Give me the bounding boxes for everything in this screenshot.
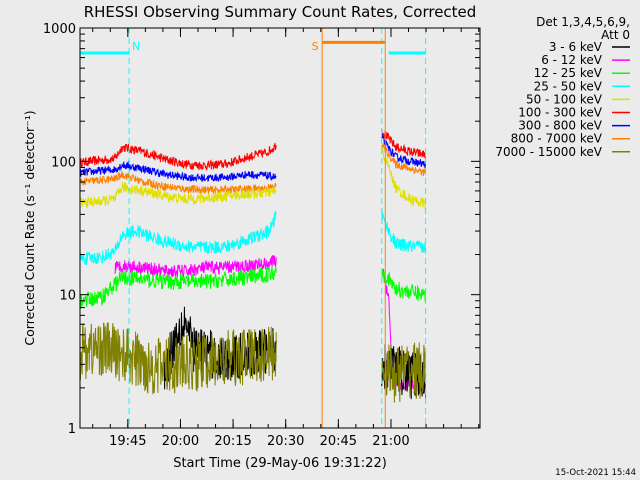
series-100-300-kev	[80, 129, 427, 171]
series-50-100-kev	[80, 146, 426, 210]
legend-label: 3 - 6 keV	[549, 40, 603, 54]
series-12-25-kev	[80, 266, 427, 309]
series-line-segment	[381, 342, 427, 403]
series-line-segment	[381, 269, 427, 302]
legend-header-line-1: Det 1,3,4,5,6,9,	[536, 15, 630, 29]
plot-frame	[79, 27, 481, 429]
chart-title: RHESSI Observing Summary Count Rates, Co…	[84, 3, 477, 21]
series-7000-15000-kev	[80, 322, 427, 403]
series-line-segment	[163, 306, 277, 390]
series-line-segment	[80, 266, 277, 309]
series-line-segment	[114, 255, 277, 278]
y-axis: 1 10 100 1000	[43, 22, 480, 437]
series-line-segment	[80, 171, 277, 195]
series-300-800-kev	[80, 133, 427, 183]
legend-label: 12 - 25 keV	[534, 66, 603, 80]
footer-timestamp: 15-Oct-2021 15:44	[555, 468, 636, 478]
y-tick-label: 1000	[43, 22, 76, 37]
x-tick-label: 20:45	[320, 434, 357, 449]
x-axis-label: Start Time (29-May-06 19:31:22)	[173, 456, 387, 471]
series-line-segment	[381, 207, 427, 253]
series-line-segment	[80, 181, 277, 210]
state-marker-label: S	[312, 40, 319, 53]
legend-label: 25 - 50 keV	[534, 79, 603, 93]
legend-label: 800 - 7000 keV	[511, 132, 603, 146]
y-tick-label: 10	[59, 289, 76, 304]
series-line-segment	[381, 133, 427, 169]
series-line-segment	[381, 142, 427, 177]
x-tick-label: 20:00	[162, 434, 199, 449]
series-line-segment	[80, 142, 277, 171]
legend-label: 100 - 300 keV	[518, 106, 602, 120]
x-axis: 19:45 20:00 20:15 20:30 20:45 21:00	[92, 28, 480, 449]
series-line-segment	[381, 129, 427, 159]
legend-header-line-2: Att 0	[601, 28, 630, 42]
series-line-segment	[80, 322, 277, 395]
series-line-segment	[381, 146, 426, 210]
y-tick-label: 100	[51, 155, 76, 170]
series-line-segment	[80, 210, 277, 266]
legend-label: 50 - 100 keV	[526, 92, 603, 106]
y-axis-label: Corrected Count Rate (s⁻¹ detector⁻¹)	[22, 110, 37, 345]
x-tick-label: 20:30	[267, 434, 304, 449]
x-tick-label: 21:00	[372, 434, 409, 449]
state-marker-label: N	[132, 40, 140, 53]
legend-label: 7000 - 15000 keV	[495, 145, 602, 159]
legend-label: 6 - 12 keV	[541, 53, 603, 67]
x-tick-label: 20:15	[214, 434, 251, 449]
x-tick-label: 19:45	[109, 434, 146, 449]
series-25-50-kev	[80, 207, 427, 266]
series-layer	[80, 129, 427, 403]
series-800-7000-kev	[80, 142, 427, 195]
series-line-segment	[80, 160, 277, 183]
y-tick-label: 1	[68, 422, 76, 437]
legend-label: 300 - 800 keV	[518, 119, 602, 133]
